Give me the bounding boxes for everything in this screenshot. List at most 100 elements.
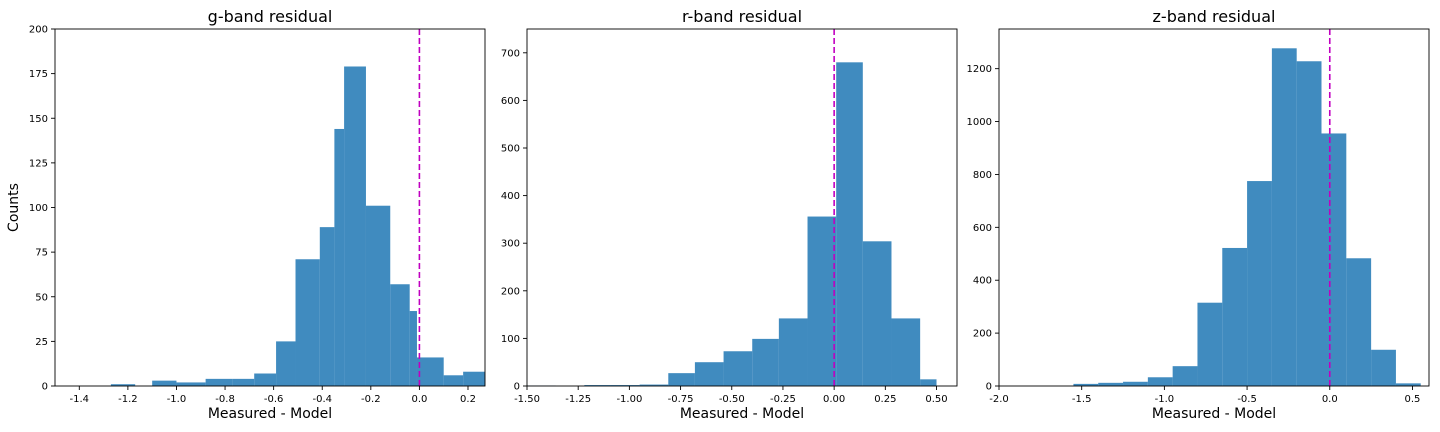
y-tick-label: 150: [29, 114, 48, 125]
histogram-bar: [1098, 382, 1124, 386]
x-tick-label: 0.5: [1405, 394, 1421, 405]
y-tick-label: 400: [501, 191, 520, 202]
x-axis-label: Measured - Model: [1152, 406, 1276, 422]
x-tick-label: -0.50: [719, 394, 745, 405]
histogram-bar: [807, 216, 837, 386]
y-tick-label: 200: [501, 286, 520, 297]
y-tick-label: 125: [29, 158, 48, 169]
x-tick-label: -0.25: [770, 394, 796, 405]
y-tick-label: 50: [35, 292, 48, 303]
histogram-bar: [276, 341, 296, 387]
x-tick-label: -1.5: [1072, 394, 1092, 405]
x-tick-label: 0.25: [874, 394, 896, 405]
y-axis-label: Counts: [6, 183, 22, 232]
chart-panel-2: -1.50 -1.25 -1.00 -0.75 -0.50 -0.25 0.00 0.25 0.…: [501, 7, 958, 422]
x-tick-label: -0.5: [1237, 394, 1257, 405]
histogram-bar: [1172, 366, 1198, 386]
y-tick-label: 0: [514, 382, 520, 393]
y-tick-label: 0: [42, 382, 48, 393]
x-tick-label: 0.0: [1322, 394, 1338, 405]
histogram-bar: [752, 338, 779, 386]
histogram-bar: [1197, 302, 1223, 386]
y-tick-label: 200: [29, 25, 48, 36]
x-tick-label: -0.8: [215, 394, 235, 405]
histogram-bar: [1123, 381, 1148, 386]
histogram-bar: [365, 205, 391, 386]
histogram-bar: [610, 385, 640, 386]
y-tick-label: 100: [501, 334, 520, 345]
histogram-bar: [205, 378, 233, 386]
chart-title: r-band residual: [682, 7, 802, 26]
y-tick-label: 700: [501, 48, 520, 59]
histogram-bar: [891, 318, 921, 386]
histogram-bar: [1271, 48, 1297, 387]
histogram-bars: [110, 66, 485, 387]
histogram-bar: [254, 373, 277, 386]
y-tick-label: 175: [29, 69, 48, 80]
y-tick-label: 1200: [967, 64, 992, 75]
histogram-bar: [920, 379, 937, 386]
y-tick-label: 600: [973, 223, 992, 234]
histogram-bar: [1147, 377, 1173, 386]
histogram-bar: [1073, 383, 1099, 386]
histogram-bar: [1321, 133, 1347, 386]
histogram-bar: [836, 62, 863, 386]
x-tick-label: -0.6: [264, 394, 284, 405]
axes-frame: [526, 28, 958, 387]
y-tick-label: 300: [501, 239, 520, 250]
x-tick-label: 0.2: [460, 394, 476, 405]
histogram-bar: [334, 128, 345, 386]
histogram-bar: [344, 66, 366, 387]
x-tick-label: 0.0: [411, 394, 427, 405]
x-tick-label: -1.50: [514, 394, 540, 405]
x-tick-label: -1.25: [565, 394, 591, 405]
histogram-bar: [862, 241, 892, 386]
x-tick-label: -1.4: [70, 394, 90, 405]
x-tick-label: -2.0: [989, 394, 1009, 405]
chart-title: z-band residual: [1153, 7, 1276, 26]
histogram-bar: [639, 384, 669, 386]
x-axis-label: Measured - Model: [208, 406, 332, 422]
x-tick-label: 0.00: [823, 394, 845, 405]
y-tick-label: 500: [501, 144, 520, 155]
chart-title: g-band residual: [208, 7, 333, 26]
y-tick-label: 200: [973, 329, 992, 340]
histogram-bar: [1346, 258, 1372, 386]
histogram-bar: [1371, 349, 1396, 386]
y-tick-label: 100: [29, 203, 48, 214]
y-tick-label: 0: [986, 382, 992, 393]
axes-frame: [998, 28, 1430, 387]
chart-panel-3: -2.0 -1.5 -1.0 -0.5 0.0 0.5 0 200 400 600 800 1000 1…: [967, 7, 1430, 422]
histogram-bars: [527, 62, 937, 386]
histogram-bars: [1073, 48, 1421, 387]
x-tick-label: -1.2: [118, 394, 138, 405]
y-tick-label: 25: [35, 337, 48, 348]
histogram-bar: [409, 311, 417, 386]
histogram-bar: [584, 385, 611, 386]
y-tick-label: 600: [501, 96, 520, 107]
histogram-bar: [1296, 61, 1322, 386]
x-tick-label: -1.0: [1155, 394, 1175, 405]
x-axis-label: Measured - Model: [680, 406, 804, 422]
histogram-bar: [668, 373, 695, 386]
histogram-bar: [1247, 181, 1272, 386]
histogram-bar: [110, 384, 136, 386]
y-tick-label: 400: [973, 276, 992, 287]
histogram-bar: [463, 371, 485, 386]
chart-panel-1: -1.4 -1.2 -1.0 -0.8 -0.6 -0.4 -0.2 0.0 0.2 0 25 50 7…: [6, 7, 486, 422]
histogram-bar: [390, 284, 410, 386]
histogram-bar: [416, 357, 444, 386]
x-tick-label: -1.0: [167, 394, 187, 405]
histogram-bar: [319, 227, 335, 386]
histogram-bar: [778, 318, 808, 386]
x-tick-label: -0.4: [312, 394, 332, 405]
y-tick-label: 1000: [967, 117, 992, 128]
histogram-bar: [232, 378, 255, 386]
histogram-bar: [1395, 383, 1421, 386]
histogram-bar: [694, 362, 724, 386]
histogram-bar: [443, 375, 464, 386]
x-tick-label: -0.2: [361, 394, 381, 405]
axes-frame: [54, 28, 486, 387]
histogram-bar: [176, 382, 206, 386]
